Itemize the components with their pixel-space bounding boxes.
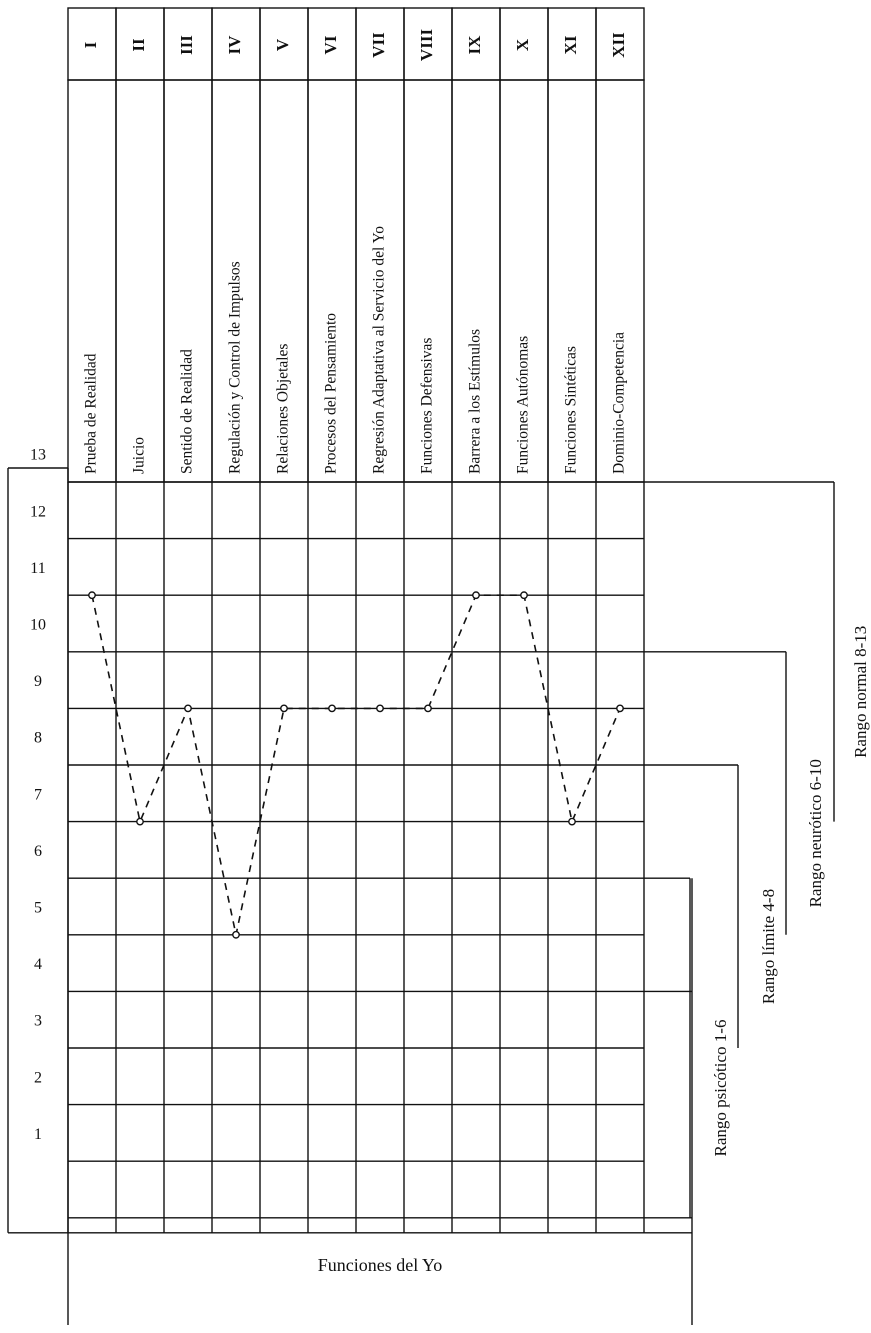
- series-line: [88, 591, 624, 939]
- y-tick-label: 1: [34, 1126, 42, 1143]
- y-tick-label: 5: [34, 900, 42, 917]
- data-point: [520, 591, 528, 600]
- y-tick-label: 13: [30, 447, 46, 464]
- category-name: Prueba de Realidad: [83, 353, 100, 474]
- range-label: Rango normal 8-13: [851, 626, 870, 758]
- category-name: Juicio: [131, 437, 148, 474]
- category-numeral: II: [129, 38, 148, 52]
- data-point: [136, 817, 144, 826]
- data-point: [88, 591, 96, 600]
- category-numeral: V: [273, 38, 292, 51]
- category-name: Regulación y Control de Impulsos: [227, 261, 244, 474]
- category-name: Procesos del Pensamiento: [323, 313, 340, 474]
- category-numeral: VIII: [417, 29, 436, 62]
- data-point: [424, 704, 432, 713]
- name-box: [115, 79, 165, 483]
- y-tick-label: 7: [34, 786, 42, 803]
- function-header-boxes: I Prueba de Realidad II Juicio III Sentido de…: [67, 7, 645, 483]
- range-brackets: Rango psicótico 1-6 Rango límite 4-8 Rango…: [644, 481, 870, 1218]
- y-tick-label: 6: [34, 843, 42, 860]
- category-name: Regresión Adaptativa al Servicio del Yo: [371, 226, 388, 474]
- data-point: [472, 591, 480, 600]
- y-tick-label: 2: [34, 1069, 42, 1086]
- category-numeral: IV: [225, 35, 244, 55]
- data-point: [616, 704, 624, 713]
- y-tick-label: 12: [30, 503, 46, 520]
- y-tick-label: 3: [34, 1013, 42, 1030]
- grid: [67, 481, 693, 1325]
- category-numeral: XI: [561, 35, 580, 54]
- y-tick-label: 11: [30, 560, 45, 577]
- category-name: Dominio-Competencia: [611, 332, 628, 474]
- category-numeral: IX: [465, 35, 484, 55]
- category-name: Funciones Defensivas: [419, 338, 436, 474]
- data-point: [568, 817, 576, 826]
- category-name: Funciones Autónomas: [515, 336, 532, 474]
- data-point: [328, 704, 336, 713]
- category-numeral: VI: [321, 35, 340, 54]
- x-axis-title-box: Funciones del Yo: [318, 1255, 443, 1275]
- category-name: Relaciones Objetales: [275, 344, 292, 474]
- data-point: [280, 704, 288, 713]
- y-tick-label: 8: [34, 730, 42, 747]
- category-name: Sentido de Realidad: [179, 349, 196, 474]
- data-point: [184, 704, 192, 713]
- category-numeral: I: [81, 41, 100, 48]
- category-numeral: XII: [609, 32, 628, 58]
- series-line-path: [91, 594, 621, 935]
- x-axis-label: Funciones del Yo: [318, 1255, 443, 1275]
- range-label: Rango psicótico 1-6: [711, 1020, 730, 1157]
- data-point: [376, 704, 384, 713]
- y-tick-label: 4: [34, 956, 42, 973]
- category-name: Funciones Sintéticas: [563, 346, 580, 474]
- category-numeral: X: [513, 38, 532, 51]
- category-numeral: III: [177, 35, 196, 55]
- category-name: Barrera a los Estímulos: [467, 329, 484, 474]
- y-tick-label: 10: [30, 617, 46, 634]
- y-tick-label: 9: [34, 673, 42, 690]
- category-numeral: VII: [369, 32, 388, 58]
- range-label: Rango límite 4-8: [759, 889, 778, 1004]
- range-label: Rango neurótico 6-10: [806, 759, 825, 907]
- data-point: [232, 930, 240, 939]
